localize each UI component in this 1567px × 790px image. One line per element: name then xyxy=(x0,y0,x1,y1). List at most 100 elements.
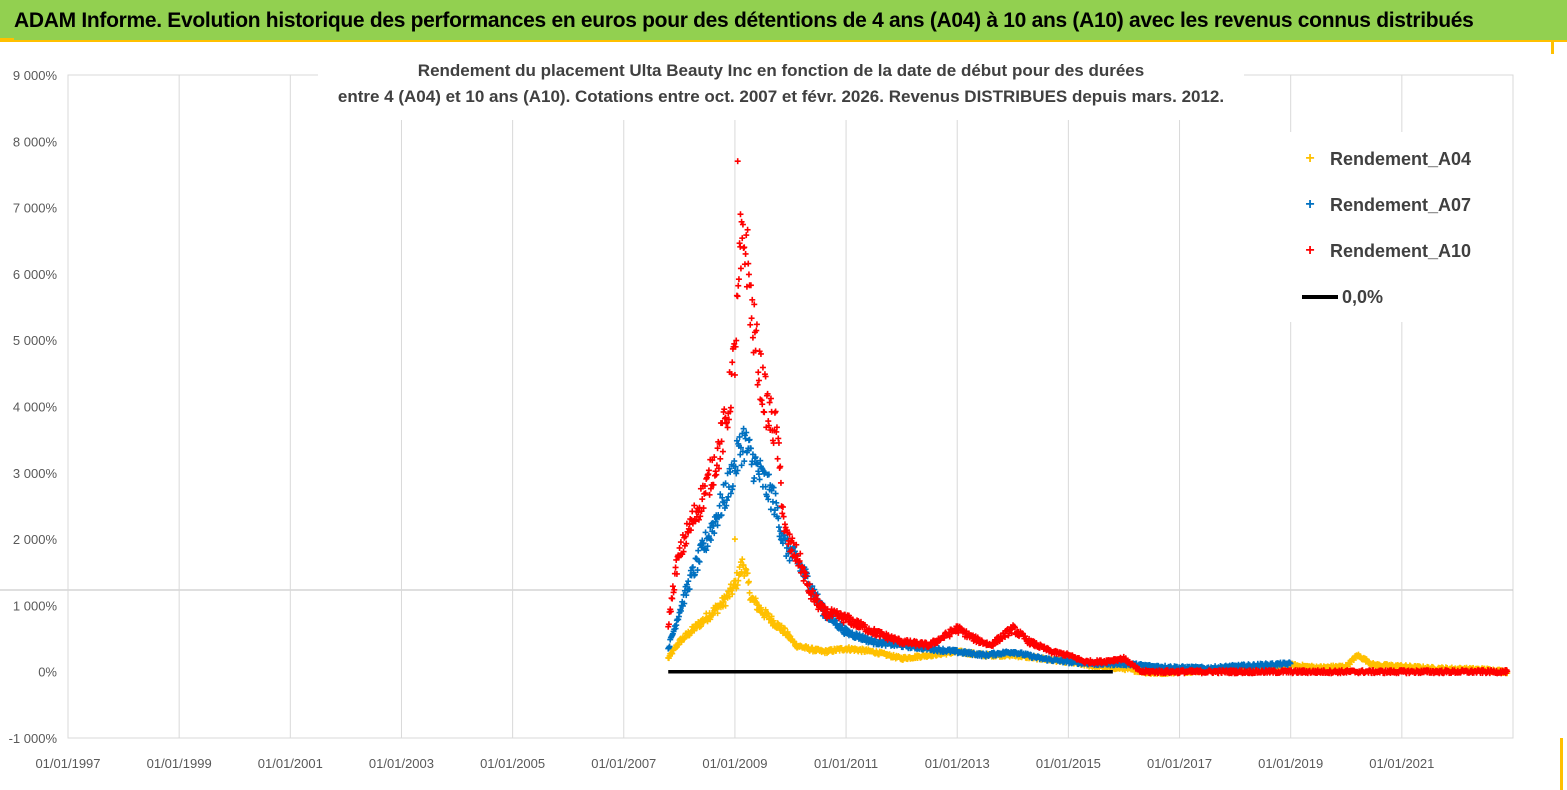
data-point-a10 xyxy=(719,448,726,455)
chart-title-line-1: Rendement du placement Ulta Beauty Inc e… xyxy=(417,61,1145,80)
chart-svg: 01/01/1997 01/01/1999 01/01/2001 01/01/2003… xyxy=(0,68,1514,771)
data-point-a04 xyxy=(729,591,736,598)
x-tick-label: 01/01/2015 xyxy=(1036,756,1101,771)
data-point-a10 xyxy=(734,293,741,300)
data-point-a07 xyxy=(707,524,714,531)
y-tick-label: 4 000% xyxy=(13,400,58,415)
x-tick-label: 01/01/2013 xyxy=(925,756,990,771)
data-point-a10 xyxy=(745,271,752,278)
data-point-a07 xyxy=(704,543,711,550)
data-point-a07 xyxy=(691,571,698,578)
legend-marker-a07: + xyxy=(1305,196,1315,213)
chart-legend: + Rendement_A04 + Rendement_A07 + Rendem… xyxy=(1290,132,1512,322)
chart-area: 01/01/1997 01/01/1999 01/01/2001 01/01/2003… xyxy=(0,42,1567,790)
x-tick-label: 01/01/2005 xyxy=(480,756,545,771)
data-point-a04 xyxy=(736,564,743,571)
data-point-a07 xyxy=(703,547,710,554)
y-tick-label: 1 000% xyxy=(13,598,58,613)
x-tick-label: 01/01/2017 xyxy=(1147,756,1212,771)
data-point-a07 xyxy=(689,564,696,571)
data-point-a10 xyxy=(731,371,738,378)
data-point-a10 xyxy=(761,409,768,416)
data-point-a04 xyxy=(740,562,747,569)
data-point-a07 xyxy=(751,475,758,482)
series-layer xyxy=(665,158,1511,678)
data-point-a04 xyxy=(735,577,742,584)
data-point-a10 xyxy=(676,544,683,551)
data-point-a07 xyxy=(756,476,763,483)
data-point-a07 xyxy=(727,469,734,476)
x-tick-label: 01/01/2003 xyxy=(369,756,434,771)
data-point-a04 xyxy=(739,556,746,563)
banner-title: ADAM Informe. Evolution historique des p… xyxy=(14,9,1474,32)
legend-line-zero xyxy=(1302,295,1338,299)
data-point-a07 xyxy=(717,491,724,498)
data-point-a07 xyxy=(725,484,732,491)
grid-layer xyxy=(0,74,1514,739)
data-point-a07 xyxy=(723,502,730,509)
data-point-a04 xyxy=(714,610,721,617)
y-tick-label: 9 000% xyxy=(13,68,58,83)
corner-mark-bottom-right xyxy=(1560,738,1563,790)
data-point-a10 xyxy=(744,226,751,233)
data-point-a10 xyxy=(734,158,741,165)
legend-marker-a04: + xyxy=(1305,150,1315,167)
data-point-a04 xyxy=(722,602,729,609)
y-tick-label: 3 000% xyxy=(13,466,58,481)
data-point-a07 xyxy=(718,512,725,519)
legend-item-a04: + Rendement_A04 xyxy=(1290,146,1471,172)
data-point-a10 xyxy=(775,439,782,446)
corner-mark-top-left xyxy=(0,38,14,41)
data-point-a10 xyxy=(741,244,748,251)
data-point-a10 xyxy=(729,359,736,366)
data-point-a10 xyxy=(745,260,752,267)
y-tick-label: 5 000% xyxy=(13,333,58,348)
data-point-a10 xyxy=(743,232,750,239)
data-point-a07 xyxy=(681,600,688,607)
data-point-a04 xyxy=(720,599,727,606)
data-point-a10 xyxy=(753,321,760,328)
data-point-a10 xyxy=(691,502,698,509)
data-point-a10 xyxy=(742,250,749,257)
x-tick-label: 01/01/1997 xyxy=(35,756,100,771)
data-point-a07 xyxy=(746,436,753,443)
data-point-a10 xyxy=(727,404,734,411)
x-tick-label: 01/01/2011 xyxy=(814,756,878,771)
data-point-a07 xyxy=(677,607,684,614)
data-point-a04 xyxy=(745,578,752,585)
y-tick-label: 6 000% xyxy=(13,267,58,282)
data-point-a10 xyxy=(777,479,784,486)
data-point-a07 xyxy=(666,643,673,650)
x-tick-label: 01/01/2021 xyxy=(1369,756,1434,771)
data-point-a10 xyxy=(735,276,742,283)
legend-item-a10: + Rendement_A10 xyxy=(1290,238,1471,264)
legend-label-a10: Rendement_A10 xyxy=(1330,240,1472,261)
y-tick-label: 0% xyxy=(38,665,57,680)
data-point-a07 xyxy=(725,493,732,500)
data-point-a07 xyxy=(685,578,692,585)
data-point-a10 xyxy=(677,539,684,546)
data-point-a04 xyxy=(784,628,791,635)
data-point-a07 xyxy=(683,592,690,599)
data-point-a10 xyxy=(669,595,676,602)
y-tick-label: 7 000% xyxy=(13,201,58,216)
legend-label-a04: Rendement_A04 xyxy=(1330,148,1472,169)
data-point-a10 xyxy=(699,496,706,503)
data-point-a10 xyxy=(755,369,762,376)
legend-label-a07: Rendement_A07 xyxy=(1330,194,1472,215)
x-tick-label: 01/01/1999 xyxy=(147,756,212,771)
chart-title: Rendement du placement Ulta Beauty Inc e… xyxy=(318,58,1244,120)
data-point-a04 xyxy=(744,570,751,577)
data-point-a04 xyxy=(731,536,738,543)
x-tick-label: 01/01/2009 xyxy=(702,756,767,771)
data-point-a10 xyxy=(737,265,744,272)
y-tick-label: -1 000% xyxy=(9,731,58,746)
y-tick-label: 2 000% xyxy=(13,532,58,547)
data-point-a07 xyxy=(700,540,707,547)
x-tick-label: 01/01/2007 xyxy=(591,756,656,771)
data-point-a04 xyxy=(709,611,716,618)
chart-title-line-2: entre 4 (A04) et 10 ans (A10). Cotations… xyxy=(337,87,1225,106)
data-point-a10 xyxy=(747,321,754,328)
data-point-a10 xyxy=(717,455,724,462)
data-point-a10 xyxy=(737,211,744,218)
